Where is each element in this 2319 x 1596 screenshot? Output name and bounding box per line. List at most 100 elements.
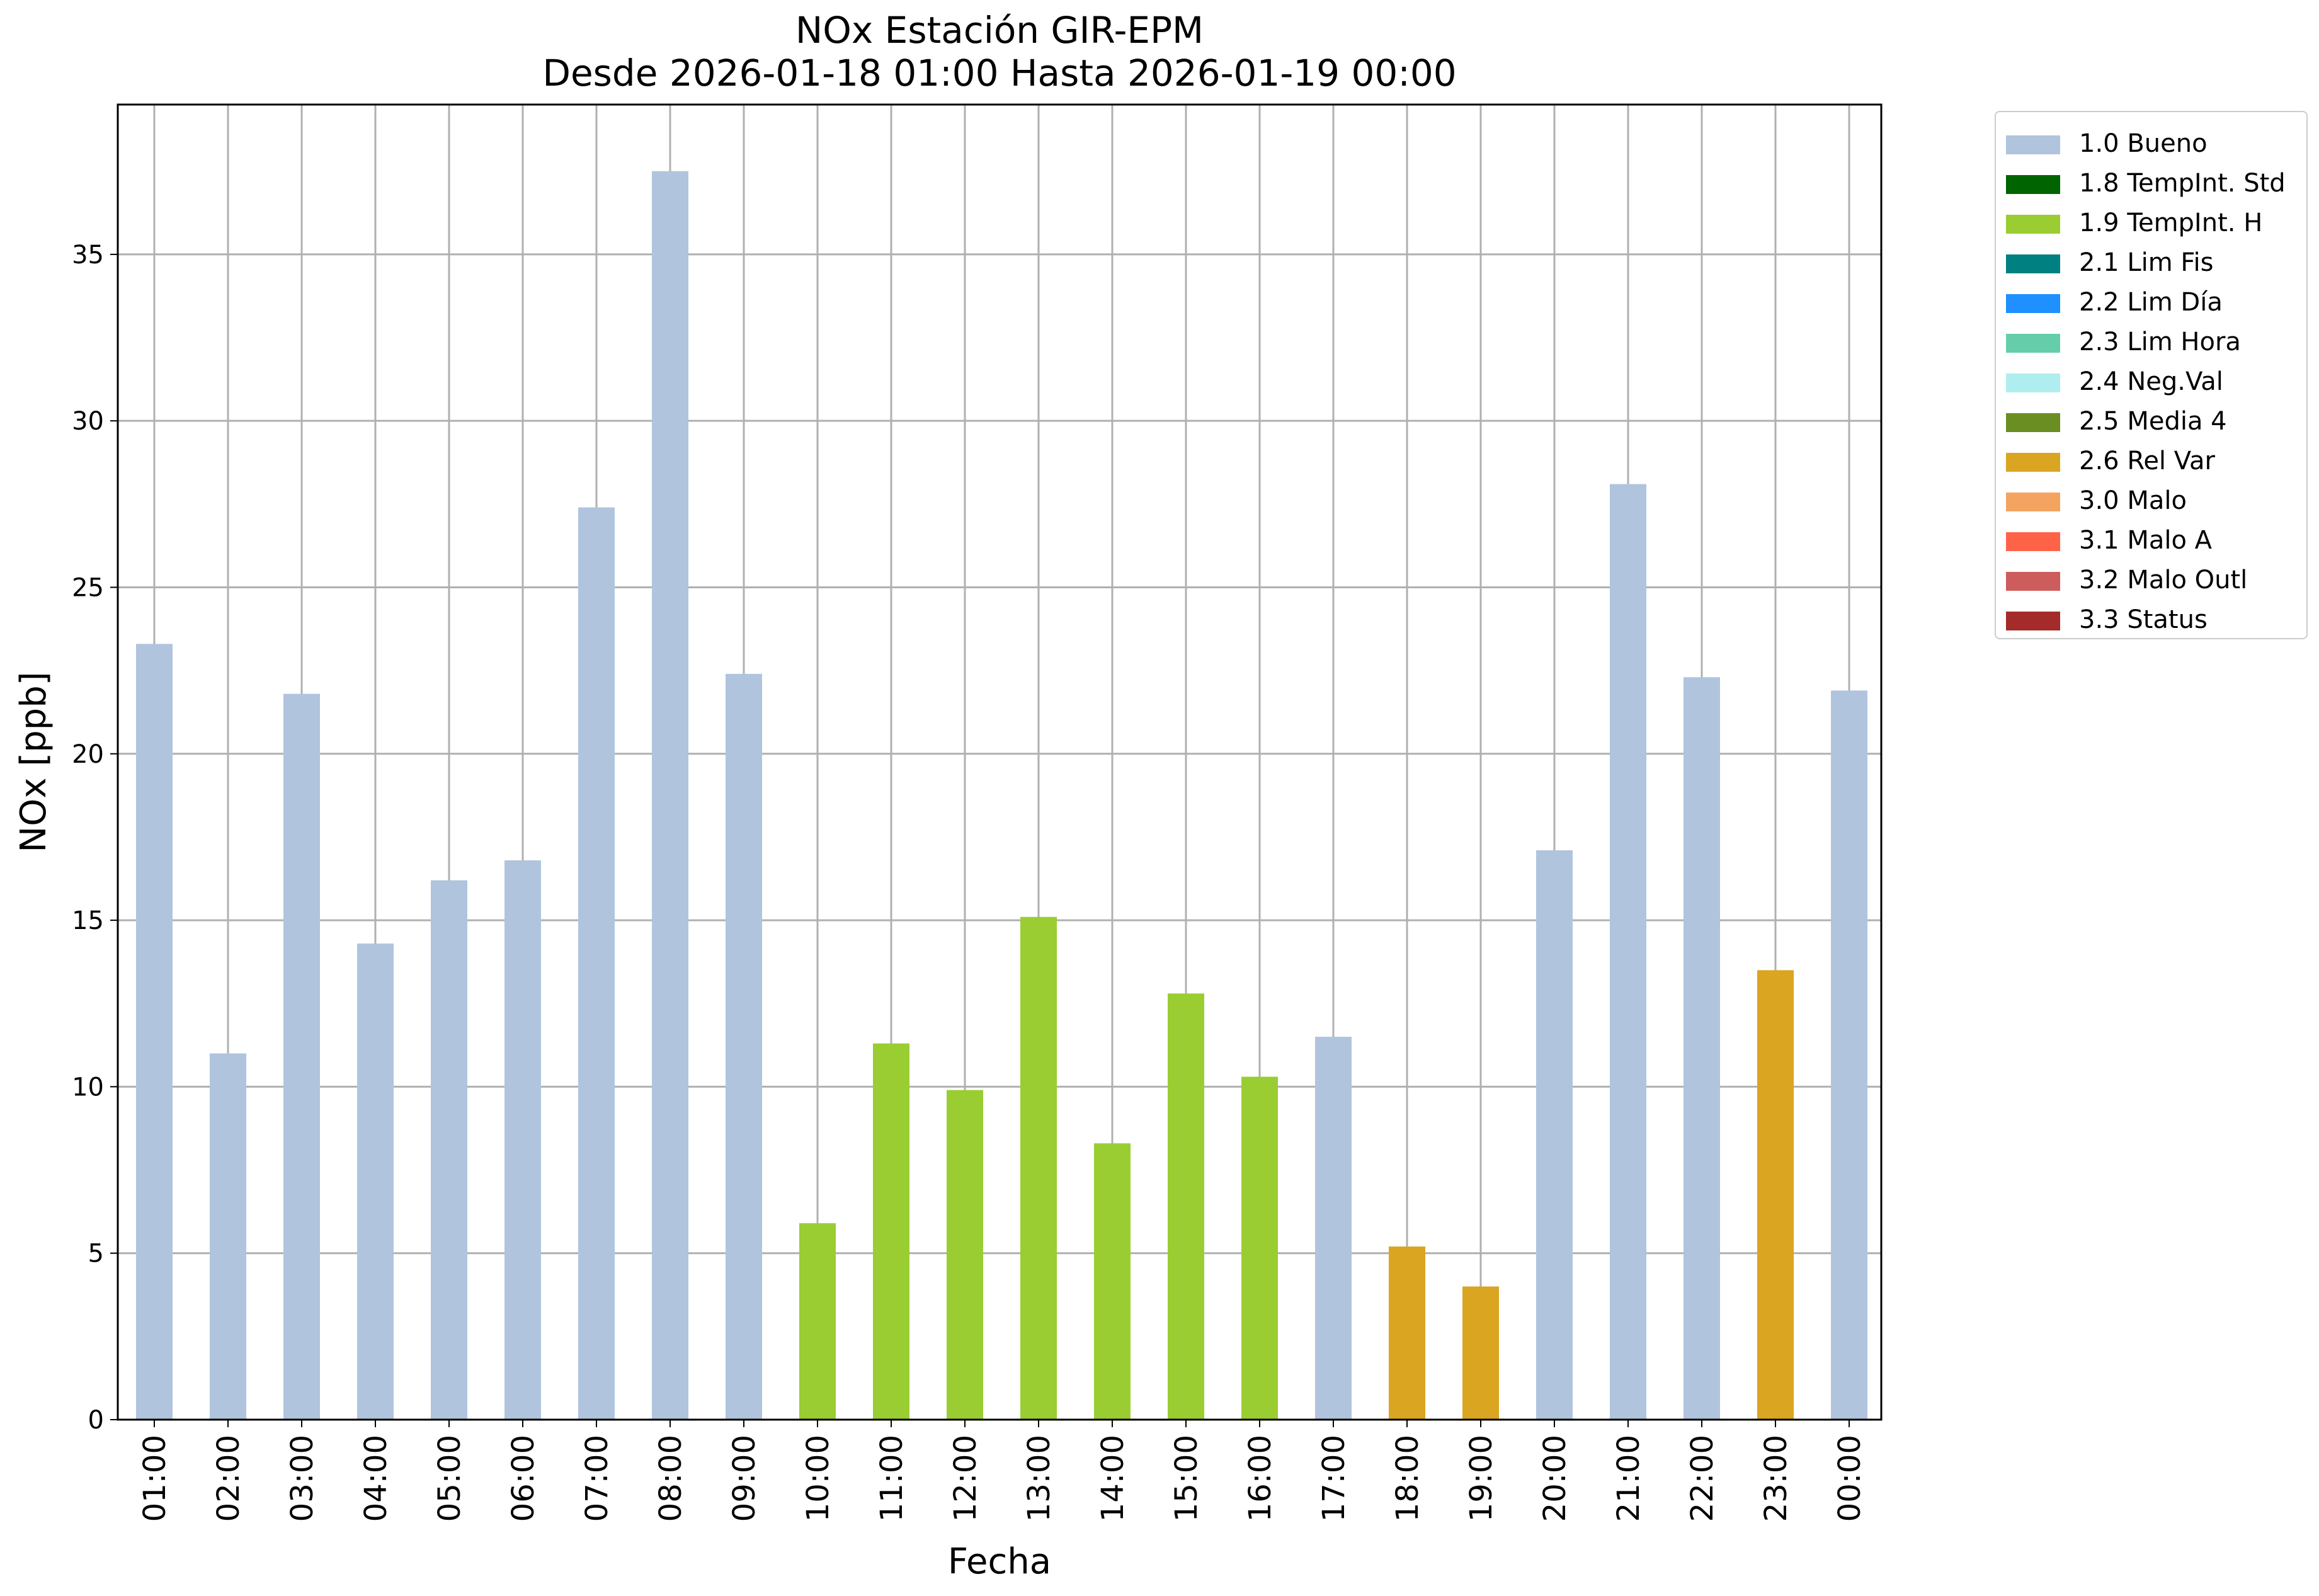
plot-frame xyxy=(117,103,1883,1421)
x-tick-label: 16:00 xyxy=(1243,1435,1278,1522)
x-tick-label: 10:00 xyxy=(801,1435,836,1522)
legend: 1.0 Bueno 1.8 TempInt. Std 1.9 TempInt. H 2… xyxy=(1995,111,2308,639)
x-axis-label: Fecha xyxy=(948,1541,1051,1582)
legend-item: 1.9 TempInt. H xyxy=(1996,203,2306,241)
legend-label: 2.2 Lim Día xyxy=(2079,288,2223,317)
bar-0500 xyxy=(431,880,467,1420)
x-tick-label: 14:00 xyxy=(1095,1435,1131,1522)
legend-label: 3.2 Malo Outl xyxy=(2079,566,2248,595)
legend-swatch xyxy=(2006,254,2060,273)
bar-0400 xyxy=(357,943,394,1420)
x-tick-label: 04:00 xyxy=(358,1435,394,1522)
legend-label: 3.1 Malo A xyxy=(2079,526,2213,555)
legend-item: 2.5 Media 4 xyxy=(1996,401,2306,439)
legend-swatch xyxy=(2006,413,2060,432)
legend-item: 3.0 Malo xyxy=(1996,481,2306,518)
x-tick-label: 22:00 xyxy=(1685,1435,1720,1522)
legend-label: 2.6 Rel Var xyxy=(2079,447,2215,476)
legend-label: 3.0 Malo xyxy=(2079,486,2187,515)
bar-1300 xyxy=(1020,916,1057,1420)
legend-item: 2.2 Lim Día xyxy=(1996,282,2306,320)
x-tick-label: 20:00 xyxy=(1537,1435,1573,1522)
legend-swatch xyxy=(2006,612,2060,630)
bars xyxy=(136,171,1867,1420)
y-axis-label: NOx [ppb] xyxy=(13,671,54,852)
x-tick-label: 23:00 xyxy=(1758,1435,1794,1522)
x-tick-label: 13:00 xyxy=(1022,1435,1057,1522)
legend-label: 1.8 TempInt. Std xyxy=(2079,169,2286,198)
x-tick-label: 00:00 xyxy=(1832,1435,1867,1522)
y-tick-label: 25 xyxy=(72,573,104,602)
x-tick-label: 18:00 xyxy=(1390,1435,1425,1522)
bar-1500 xyxy=(1168,993,1204,1420)
legend-label: 2.4 Neg.Val xyxy=(2079,367,2223,396)
legend-item: 3.3 Status xyxy=(1996,600,2306,637)
y-tick-label: 0 xyxy=(88,1406,104,1435)
bar-0100 xyxy=(136,644,173,1420)
x-tick-label: 07:00 xyxy=(579,1435,615,1522)
y-tick-label: 35 xyxy=(72,241,104,270)
y-axis-ticks: 0 5 10 15 20 25 30 35 xyxy=(72,241,118,1435)
x-tick-label: 11:00 xyxy=(874,1435,909,1522)
bar-0700 xyxy=(578,507,615,1420)
legend-swatch xyxy=(2006,373,2060,392)
legend-item: 2.6 Rel Var xyxy=(1996,441,2306,479)
bar-1400 xyxy=(1094,1143,1131,1420)
legend-swatch xyxy=(2006,135,2060,154)
legend-swatch xyxy=(2006,175,2060,194)
legend-label: 2.5 Media 4 xyxy=(2079,407,2227,436)
legend-label: 1.9 TempInt. H xyxy=(2079,208,2263,237)
x-tick-label: 08:00 xyxy=(653,1435,688,1522)
bar-2100 xyxy=(1610,484,1646,1420)
x-tick-label: 03:00 xyxy=(285,1435,320,1522)
bar-0200 xyxy=(210,1053,246,1420)
legend-item: 1.8 TempInt. Std xyxy=(1996,163,2306,201)
y-tick-label: 10 xyxy=(72,1073,104,1102)
legend-item: 2.1 Lim Fis xyxy=(1996,242,2306,280)
x-tick-label: 21:00 xyxy=(1611,1435,1646,1522)
legend-swatch xyxy=(2006,572,2060,591)
legend-label: 3.3 Status xyxy=(2079,605,2208,634)
legend-item: 3.1 Malo A xyxy=(1996,520,2306,558)
legend-label: 2.3 Lim Hora xyxy=(2079,328,2241,356)
legend-swatch xyxy=(2006,294,2060,313)
x-tick-label: 09:00 xyxy=(727,1435,762,1522)
y-tick-label: 15 xyxy=(72,906,104,935)
legend-item: 1.0 Bueno xyxy=(1996,123,2306,161)
bar-1600 xyxy=(1241,1076,1278,1420)
y-tick-label: 5 xyxy=(88,1240,104,1268)
x-tick-label: 02:00 xyxy=(211,1435,246,1522)
legend-swatch xyxy=(2006,334,2060,353)
x-tick-label: 01:00 xyxy=(137,1435,173,1522)
bar-2300 xyxy=(1757,970,1794,1420)
x-axis-ticks: 01:00 02:00 03:00 04:00 05:00 06:00 07:00 08:00… xyxy=(137,1420,1867,1522)
bar-0600 xyxy=(504,860,541,1420)
legend-swatch xyxy=(2006,215,2060,234)
bar-1000 xyxy=(799,1223,836,1420)
bar-1100 xyxy=(873,1043,909,1420)
bar-1700 xyxy=(1315,1037,1352,1420)
legend-swatch xyxy=(2006,493,2060,511)
chart-subtitle: Desde 2026-01-18 01:00 Hasta 2026-01-19 … xyxy=(542,52,1457,94)
legend-item: 2.4 Neg.Val xyxy=(1996,362,2306,399)
bar-0300 xyxy=(283,693,320,1420)
bar-0000 xyxy=(1831,690,1867,1420)
x-tick-label: 12:00 xyxy=(948,1435,983,1522)
bar-0900 xyxy=(726,673,762,1420)
bar-2200 xyxy=(1684,677,1720,1420)
y-tick-label: 30 xyxy=(72,407,104,436)
legend-label: 1.0 Bueno xyxy=(2079,129,2208,158)
bar-1900 xyxy=(1462,1286,1499,1420)
bar-1800 xyxy=(1389,1246,1425,1420)
legend-swatch xyxy=(2006,532,2060,551)
legend-item: 2.3 Lim Hora xyxy=(1996,322,2306,360)
x-tick-label: 06:00 xyxy=(506,1435,541,1522)
legend-label: 2.1 Lim Fis xyxy=(2079,248,2214,277)
y-tick-label: 20 xyxy=(72,740,104,769)
bar-0800 xyxy=(652,171,688,1420)
bar-2000 xyxy=(1536,850,1573,1420)
legend-item: 3.2 Malo Outl xyxy=(1996,560,2306,598)
x-tick-label: 17:00 xyxy=(1316,1435,1352,1522)
x-tick-label: 05:00 xyxy=(432,1435,467,1522)
legend-swatch xyxy=(2006,453,2060,472)
